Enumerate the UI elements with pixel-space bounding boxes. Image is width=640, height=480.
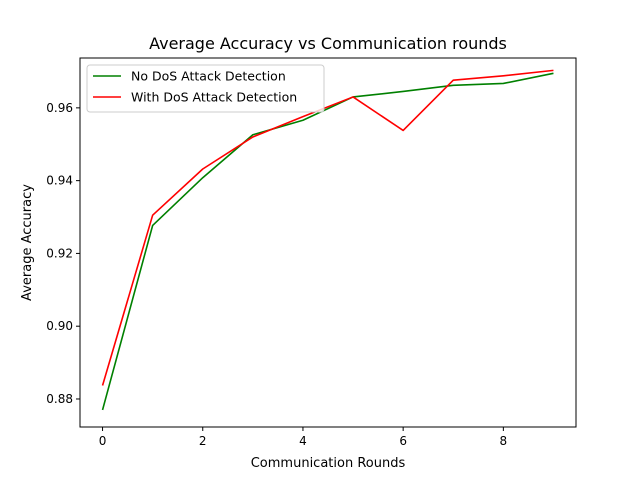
y-axis-label: Average Accuracy [20,184,35,301]
plot-background [80,58,576,427]
chart-title: Average Accuracy vs Communication rounds [149,34,507,53]
x-tick-label: 6 [399,434,407,448]
plot-area [80,58,576,427]
x-tick-label: 2 [199,434,207,448]
series-line-1 [101,72,554,411]
axes-frame [79,57,577,428]
legend-label-1: No DoS Attack Detection [131,69,286,84]
x-tick-label: 0 [99,434,107,448]
legend-box [86,64,325,113]
series-line-2 [101,69,554,386]
x-tick-label: 8 [500,434,508,448]
y-tick-label: 0.96 [46,101,73,115]
y-tick-label: 0.90 [46,319,73,333]
legend: No DoS Attack Detection With DoS Attack D… [86,64,325,113]
x-axis-label: Communication Rounds [251,456,406,471]
x-tick-label: 4 [299,434,307,448]
y-tick-label: 0.92 [46,246,73,260]
legend-label-2: With DoS Attack Detection [131,90,297,105]
y-tick-label: 0.94 [46,174,73,188]
series-lines [101,69,554,411]
y-tick-label: 0.88 [46,392,73,406]
axes: 0 2 4 6 8 0.88 0.90 0.92 0.94 0.96 [46,57,577,448]
